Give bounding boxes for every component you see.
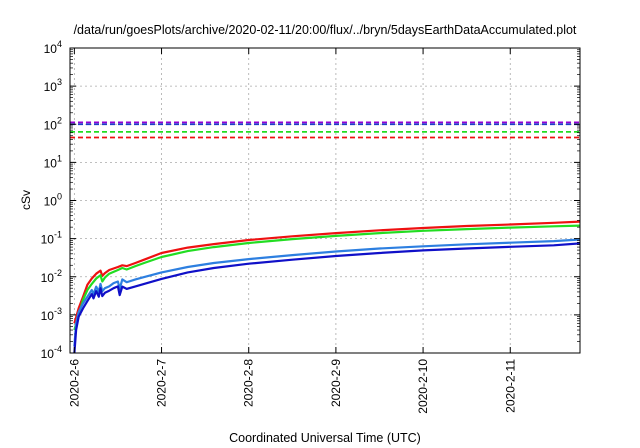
- x-axis-label: Coordinated Universal Time (UTC): [229, 431, 421, 445]
- x-axis: 2020-2-6 2020-2-7 2020-2-8 2020-2-9 2020-2-1…: [67, 48, 517, 414]
- series-line: [73, 224, 581, 331]
- threshold-lines: [70, 121, 580, 139]
- series-line: [73, 238, 581, 347]
- y-tick-label: 101: [44, 153, 62, 170]
- y-tick-label: 104: [44, 39, 62, 56]
- x-tick-label: 2020-2-8: [242, 359, 256, 407]
- y-tick-label: 102: [44, 115, 62, 132]
- x-tick-label: 2020-2-7: [155, 359, 169, 407]
- x-tick-label: 2020-2-6: [67, 359, 81, 407]
- grid-lines: [70, 48, 580, 353]
- y-tick-label: 10-2: [41, 268, 62, 285]
- series-line: [73, 242, 581, 354]
- series-line: [73, 220, 581, 324]
- series-group: [73, 220, 581, 354]
- x-tick-label: 2020-2-9: [329, 359, 343, 407]
- chart-title: /data/run/goesPlots/archive/2020-02-11/2…: [74, 23, 577, 37]
- y-tick-label: 10-4: [41, 344, 62, 361]
- x-tick-label: 2020-2-11: [503, 359, 517, 413]
- y-axis-label: cSv: [19, 190, 33, 210]
- y-tick-label: 10-1: [41, 230, 62, 247]
- y-tick-label: 100: [44, 192, 62, 209]
- y-tick-label: 10-3: [41, 306, 62, 323]
- y-tick-label: 103: [44, 77, 62, 94]
- x-tick-label: 2020-2-10: [416, 359, 430, 414]
- y-axis: 10-4 10-3 10-2 10-1 100 101 102 103 104: [41, 39, 580, 361]
